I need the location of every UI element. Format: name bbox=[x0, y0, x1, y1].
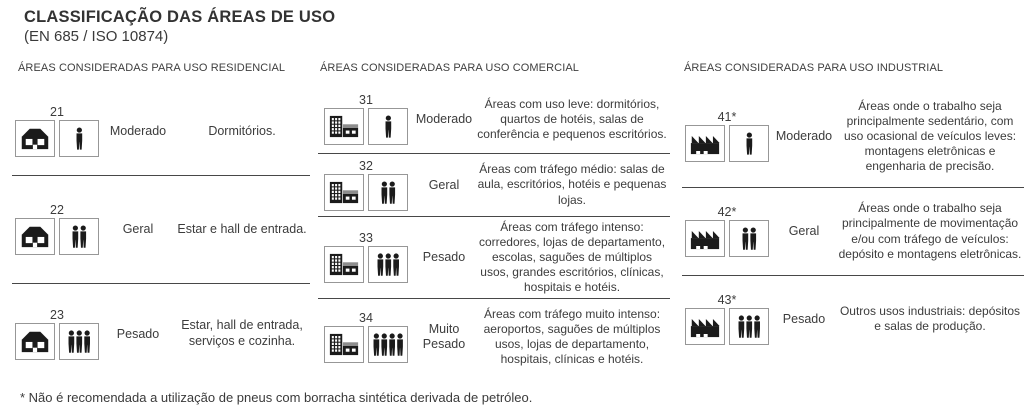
column-commercial: ÁREAS CONSIDERADAS PARA USO COMERCIAL 31… bbox=[318, 62, 670, 375]
intensity-label: Geral bbox=[428, 177, 460, 192]
icon-boxes bbox=[324, 246, 408, 283]
classification-row: 34 Muito Pesado Áreas com tráfego muito … bbox=[318, 299, 670, 375]
class-code: 31 bbox=[359, 93, 373, 107]
house-icon bbox=[15, 322, 55, 360]
class-code: 42* bbox=[717, 205, 737, 219]
persons-3-icon bbox=[729, 307, 769, 345]
persons-4-icon bbox=[368, 325, 408, 363]
icon-boxes bbox=[685, 220, 769, 257]
factory-icon bbox=[685, 307, 725, 345]
persons-3-icon bbox=[368, 246, 408, 283]
class-code: 22 bbox=[50, 203, 64, 217]
icon-group: 43* bbox=[682, 292, 772, 345]
intensity-label: Geral bbox=[788, 224, 820, 238]
intensity-label: Moderado bbox=[415, 112, 473, 126]
intensity-label: Moderado bbox=[775, 129, 833, 143]
intensity-label: Pesado bbox=[422, 250, 466, 264]
intensity-label: Geral bbox=[122, 222, 154, 236]
class-code: 21 bbox=[50, 105, 64, 119]
class-code: 34 bbox=[359, 310, 373, 325]
icon-group: 23 bbox=[12, 307, 102, 360]
icon-boxes bbox=[15, 120, 99, 157]
house-icon bbox=[15, 218, 55, 255]
building-icon bbox=[324, 108, 364, 145]
usage-description: Áreas com tráfego intenso: corredores, l… bbox=[478, 219, 666, 295]
class-code: 33 bbox=[359, 231, 373, 245]
classification-row: 22 Geral Estar e hall de entrada. bbox=[12, 176, 310, 284]
intensity-label: Muito Pesado bbox=[422, 322, 466, 351]
classification-row: 21 Moderado Dormitórios. bbox=[12, 88, 310, 176]
page-subtitle: (EN 685 / ISO 10874) bbox=[24, 28, 169, 45]
persons-2-icon bbox=[59, 218, 99, 255]
usage-description: Áreas com tráfego muito intenso: aeropor… bbox=[483, 306, 661, 367]
usage-description: Dormitórios. bbox=[208, 123, 276, 138]
factory-icon bbox=[685, 125, 725, 162]
usage-description: Áreas onde o trabalho seja principalment… bbox=[843, 98, 1017, 174]
classification-row: 42* Geral Áreas onde o trabalho seja pri… bbox=[682, 188, 1024, 276]
column-rows: 21 Moderado Dormitórios. 22 Geral Estar … bbox=[6, 88, 316, 384]
icon-boxes bbox=[15, 218, 99, 255]
usage-description: Estar e hall de entrada. bbox=[177, 221, 307, 236]
icon-boxes bbox=[15, 322, 99, 360]
classification-row: 43* Pesado Outros usos industriais: depó… bbox=[682, 276, 1024, 362]
persons-1-icon bbox=[729, 125, 769, 162]
icon-group: 31 bbox=[318, 94, 414, 145]
classification-row: 41* Moderado Áreas onde o trabalho seja … bbox=[682, 86, 1024, 188]
factory-icon bbox=[685, 220, 725, 257]
icon-group: 41* bbox=[682, 111, 772, 162]
class-code: 41* bbox=[717, 110, 737, 124]
usage-description: Outros usos industriais: depósitos e sal… bbox=[839, 303, 1021, 333]
icon-boxes bbox=[685, 125, 769, 162]
usage-description: Áreas com uso leve: dormitórios, quartos… bbox=[477, 96, 667, 142]
classification-row: 33 Pesado Áreas com tráfego intenso: cor… bbox=[318, 217, 670, 299]
column-residential: ÁREAS CONSIDERADAS PARA USO RESIDENCIAL … bbox=[6, 62, 316, 384]
classification-row: 31 Moderado Áreas com uso leve: dormitór… bbox=[318, 86, 670, 154]
icon-group: 32 bbox=[318, 158, 414, 211]
icon-boxes bbox=[324, 173, 408, 211]
footnote: * Não é recomendada a utilização de pneu… bbox=[20, 390, 533, 405]
icon-group: 34 bbox=[318, 310, 414, 363]
column-header: ÁREAS CONSIDERADAS PARA USO INDUSTRIAL bbox=[684, 62, 944, 74]
persons-3-icon bbox=[59, 322, 99, 360]
icon-boxes bbox=[685, 307, 769, 345]
column-rows: 41* Moderado Áreas onde o trabalho seja … bbox=[682, 86, 1024, 362]
usage-description: Estar, hall de entrada, serviços e cozin… bbox=[181, 318, 303, 348]
column-industrial: ÁREAS CONSIDERADAS PARA USO INDUSTRIAL 4… bbox=[682, 62, 1024, 362]
title-block: CLASSIFICAÇÃO DAS ÁREAS DE USO (EN 685 /… bbox=[24, 8, 335, 45]
class-code: 32 bbox=[359, 158, 373, 173]
column-header: ÁREAS CONSIDERADAS PARA USO RESIDENCIAL bbox=[18, 62, 286, 74]
icon-group: 22 bbox=[12, 204, 102, 255]
intensity-label: Pesado bbox=[782, 311, 826, 326]
class-code: 23 bbox=[50, 307, 64, 322]
column-header: ÁREAS CONSIDERADAS PARA USO COMERCIAL bbox=[320, 62, 579, 74]
icon-boxes bbox=[324, 325, 408, 363]
icon-group: 21 bbox=[12, 106, 102, 157]
persons-1-icon bbox=[368, 108, 408, 145]
intensity-label: Pesado bbox=[116, 326, 160, 341]
usage-description: Áreas com tráfego médio: salas de aula, … bbox=[477, 162, 667, 207]
column-rows: 31 Moderado Áreas com uso leve: dormitór… bbox=[318, 86, 670, 375]
building-icon bbox=[324, 173, 364, 211]
persons-2-icon bbox=[368, 173, 408, 211]
intensity-label: Moderado bbox=[109, 124, 167, 138]
icon-group: 42* bbox=[682, 206, 772, 257]
building-icon bbox=[324, 325, 364, 363]
icon-boxes bbox=[324, 108, 408, 145]
persons-2-icon bbox=[729, 220, 769, 257]
classification-row: 32 Geral Áreas com tráfego médio: salas … bbox=[318, 154, 670, 217]
persons-1-icon bbox=[59, 120, 99, 157]
classification-row: 23 Pesado Estar, hall de entrada, serviç… bbox=[12, 284, 310, 384]
icon-group: 33 bbox=[318, 232, 414, 283]
usage-description: Áreas onde o trabalho seja principalment… bbox=[838, 201, 1022, 261]
class-code: 43* bbox=[717, 292, 737, 307]
building-icon bbox=[324, 246, 364, 283]
house-icon bbox=[15, 120, 55, 157]
page-title: CLASSIFICAÇÃO DAS ÁREAS DE USO bbox=[24, 8, 336, 26]
